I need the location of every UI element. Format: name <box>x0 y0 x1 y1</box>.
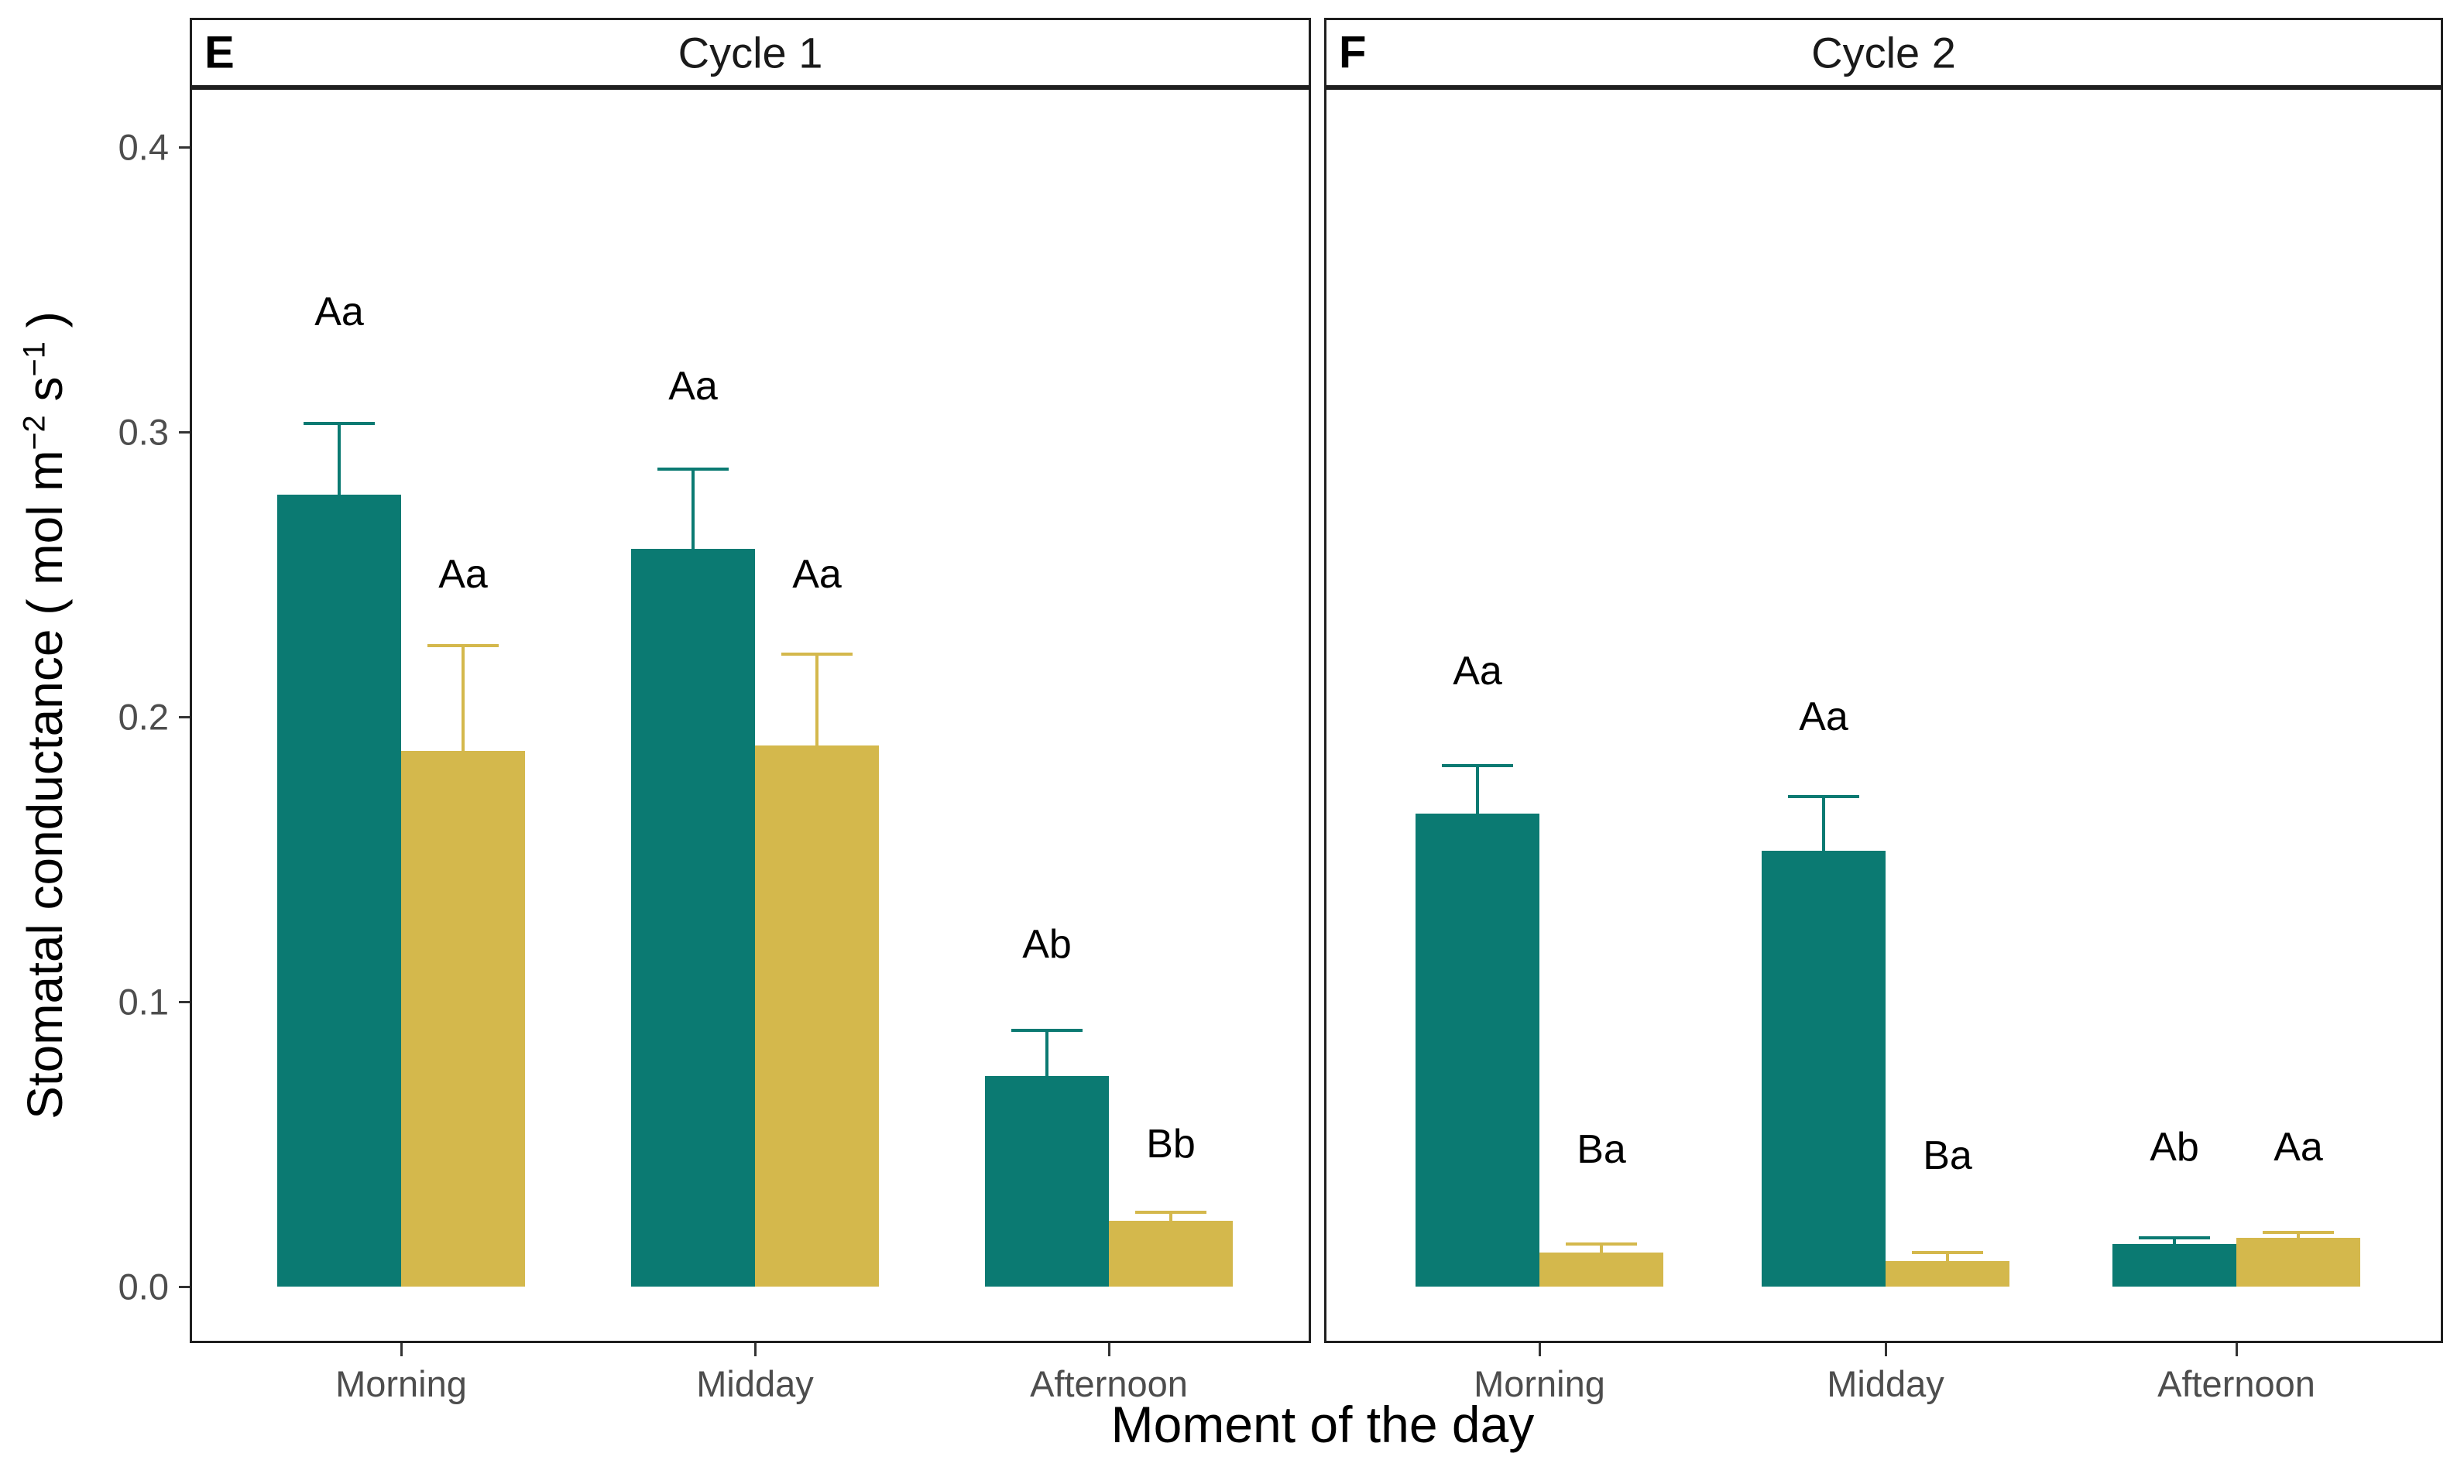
bar-cycle2-afternoon-series-2-yellow <box>2236 1238 2360 1287</box>
errorbar-cap-cycle2-morning-series-1-teal <box>1442 763 1513 767</box>
sig-label-cycle2-midday-series-1-teal: Aa <box>1799 694 1848 739</box>
errorbar-cycle2-afternoon-series-1-teal <box>2173 1238 2176 1244</box>
bar-cycle2-afternoon-series-1-teal <box>2112 1243 2236 1287</box>
errorbar-cycle2-midday-series-1-teal <box>1822 797 1825 851</box>
errorbar-cap-cycle2-afternoon-series-2-yellow <box>2263 1231 2334 1235</box>
errorbar-cycle2-morning-series-2-yellow <box>1600 1243 1603 1253</box>
x-tick-cycle1-afternoon <box>1108 1343 1110 1356</box>
x-axis-title: Moment of the day <box>1110 1396 1535 1453</box>
y-tick-0.3 <box>179 431 190 434</box>
x-tick-cycle1-midday <box>754 1343 757 1356</box>
sig-label-cycle1-afternoon-series-2-yellow: Bb <box>1146 1122 1196 1167</box>
errorbar-cap-cycle1-afternoon-series-1-teal <box>1011 1028 1083 1032</box>
bar-cycle1-afternoon-series-1-teal <box>985 1075 1109 1287</box>
x-tick-label-cycle2-afternoon: Afternoon <box>2157 1363 2315 1404</box>
facet-strip-cycle1: E Cycle 1 <box>190 18 1311 87</box>
y-axis-title-s: s <box>17 376 73 416</box>
errorbar-cap-cycle1-midday-series-1-teal <box>657 467 729 471</box>
errorbar-cycle1-morning-series-2-yellow <box>462 646 465 752</box>
bar-cycle2-morning-series-1-teal <box>1416 814 1539 1287</box>
errorbar-cycle1-morning-series-1-teal <box>338 423 341 495</box>
bar-cycle1-midday-series-1-teal <box>631 548 755 1287</box>
bar-cycle1-midday-series-2-yellow <box>755 745 879 1287</box>
errorbar-cycle1-midday-series-1-teal <box>691 468 695 549</box>
errorbar-cap-cycle2-morning-series-2-yellow <box>1566 1242 1637 1246</box>
bar-cycle2-midday-series-1-teal <box>1762 850 1886 1287</box>
y-tick-label-0.0: 0.0 <box>118 1266 169 1307</box>
bar-cycle1-morning-series-2-yellow <box>401 751 525 1287</box>
y-tick-label-0.3: 0.3 <box>118 411 169 453</box>
x-tick-label-cycle2-morning: Morning <box>1474 1363 1605 1404</box>
y-tick-0.1 <box>179 1001 190 1003</box>
errorbar-cap-cycle2-midday-series-2-yellow <box>1912 1250 1983 1254</box>
errorbar-cap-cycle1-morning-series-2-yellow <box>427 644 499 647</box>
x-tick-cycle1-morning <box>400 1343 403 1356</box>
x-tick-cycle2-midday <box>1885 1343 1887 1356</box>
sig-label-cycle2-morning-series-2-yellow: Ba <box>1577 1127 1626 1173</box>
y-axis-title-sup-m: −2 <box>17 415 52 451</box>
bar-cycle2-morning-series-2-yellow <box>1539 1252 1663 1287</box>
y-tick-0.4 <box>179 146 190 149</box>
errorbar-cycle1-afternoon-series-1-teal <box>1045 1030 1048 1076</box>
x-tick-cycle2-morning <box>1539 1343 1541 1356</box>
errorbar-cycle2-morning-series-1-teal <box>1476 765 1479 814</box>
errorbar-cap-cycle1-midday-series-2-yellow <box>781 653 853 656</box>
bar-cycle1-afternoon-series-2-yellow <box>1109 1221 1233 1287</box>
sig-label-cycle1-midday-series-1-teal: Aa <box>668 364 718 410</box>
errorbar-cap-cycle1-afternoon-series-2-yellow <box>1135 1211 1206 1215</box>
errorbar-cap-cycle1-morning-series-1-teal <box>304 421 375 425</box>
bar-cycle1-morning-series-1-teal <box>277 494 401 1287</box>
y-tick-label-0.2: 0.2 <box>118 696 169 738</box>
errorbar-cycle1-midday-series-2-yellow <box>815 654 818 745</box>
errorbar-cycle2-midday-series-2-yellow <box>1946 1252 1949 1261</box>
errorbar-cycle2-afternoon-series-2-yellow <box>2297 1232 2300 1239</box>
y-tick-label-0.4: 0.4 <box>118 126 169 168</box>
y-tick-label-0.1: 0.1 <box>118 981 169 1023</box>
facet-title-cycle2: Cycle 2 <box>1811 28 1956 77</box>
x-tick-label-cycle1-midday: Midday <box>696 1363 814 1404</box>
y-axis-title: Stomatal conductance ( mol m−2 s−1 ) <box>16 311 74 1119</box>
panel-tag-e: E <box>204 27 235 78</box>
sig-label-cycle2-midday-series-2-yellow: Ba <box>1923 1133 1972 1178</box>
y-tick-0.0 <box>179 1286 190 1288</box>
panel-tag-f: F <box>1339 27 1367 78</box>
y-tick-0.2 <box>179 716 190 718</box>
errorbar-cap-cycle2-midday-series-1-teal <box>1788 795 1859 799</box>
facet-strip-cycle2: F Cycle 2 <box>1324 18 2443 87</box>
sig-label-cycle2-afternoon-series-2-yellow: Aa <box>2274 1124 2323 1170</box>
bar-cycle2-midday-series-2-yellow <box>1886 1260 2009 1287</box>
facet-title-cycle1: Cycle 1 <box>678 28 823 77</box>
y-axis-title-text: Stomatal conductance ( mol m <box>17 450 73 1119</box>
errorbar-cycle1-afternoon-series-2-yellow <box>1169 1212 1172 1222</box>
x-tick-label-cycle1-morning: Morning <box>335 1363 467 1404</box>
errorbar-cap-cycle2-afternoon-series-1-teal <box>2139 1236 2210 1240</box>
y-axis-title-sup-s: −1 <box>17 341 52 377</box>
sig-label-cycle2-afternoon-series-1-teal: Ab <box>2150 1124 2199 1170</box>
x-tick-cycle2-afternoon <box>2236 1343 2238 1356</box>
sig-label-cycle2-morning-series-1-teal: Aa <box>1453 649 1502 694</box>
y-axis-title-close: ) <box>17 311 73 342</box>
sig-label-cycle1-morning-series-2-yellow: Aa <box>438 552 488 597</box>
sig-label-cycle1-morning-series-1-teal: Aa <box>314 290 364 335</box>
x-tick-label-cycle2-midday: Midday <box>1827 1363 1944 1404</box>
sig-label-cycle1-midday-series-2-yellow: Aa <box>792 552 842 597</box>
sig-label-cycle1-afternoon-series-1-teal: Ab <box>1022 922 1072 968</box>
x-tick-label-cycle1-afternoon: Afternoon <box>1030 1363 1188 1404</box>
